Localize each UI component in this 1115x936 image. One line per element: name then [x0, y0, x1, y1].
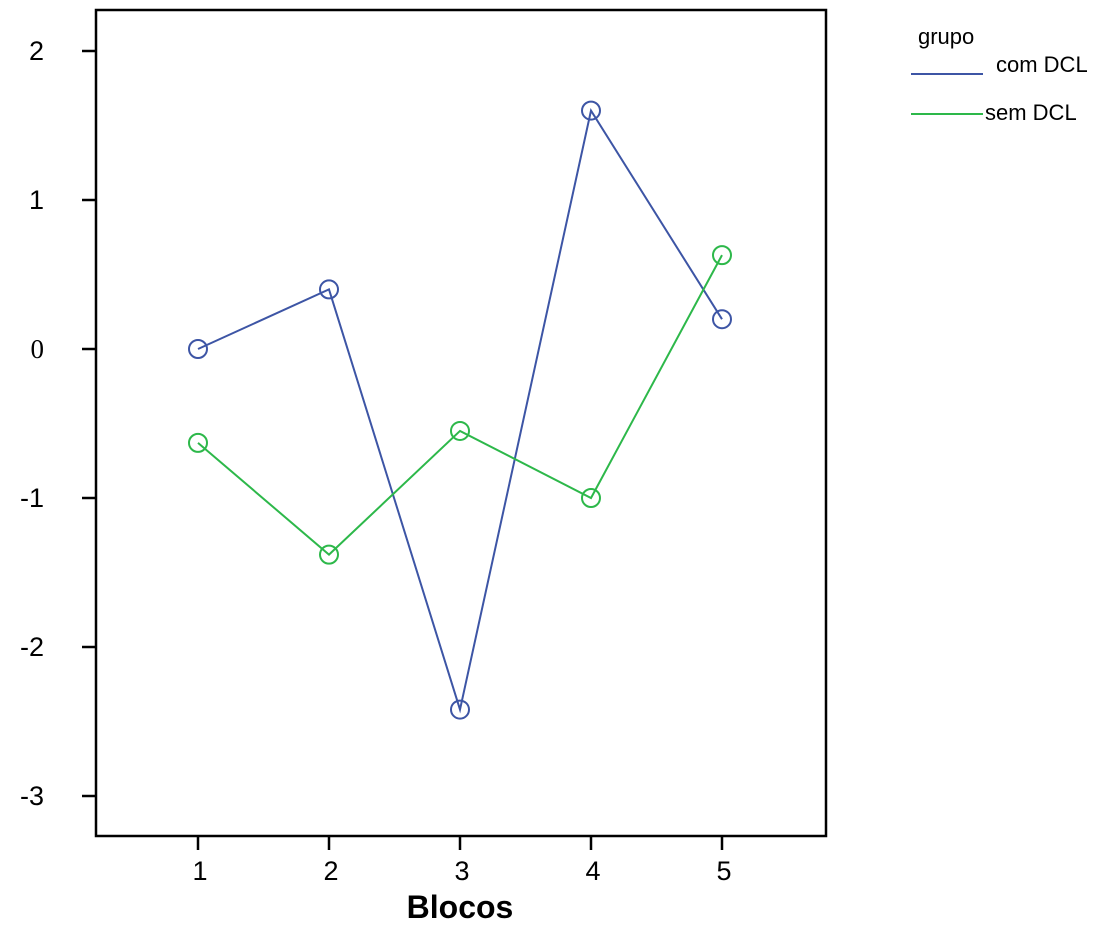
- legend: grupo com DCL sem DCL: [911, 24, 1088, 125]
- data-point: [450, 699, 470, 720]
- series-group: [188, 245, 732, 565]
- y-tick-label: 1: [29, 185, 44, 215]
- series-line: [197, 254, 723, 556]
- x-tick-label: 5: [716, 856, 731, 886]
- x-tick-label: 3: [454, 856, 469, 886]
- x-tick-label: 4: [585, 856, 600, 886]
- x-axis-title: Blocos: [407, 889, 514, 925]
- legend-label: com DCL: [996, 52, 1088, 77]
- x-tick-label: 1: [192, 856, 207, 886]
- data-point: [712, 309, 732, 330]
- data-point: [188, 339, 208, 359]
- data-point: [712, 245, 732, 266]
- y-axis: 2 1 0 -1 -2 -3: [20, 36, 96, 811]
- data-point: [319, 544, 339, 565]
- x-axis: 1 2 3 4 5: [192, 836, 732, 886]
- series-group: [188, 100, 732, 720]
- y-tick-label: 2: [29, 36, 44, 66]
- legend-label: sem DCL: [985, 100, 1077, 125]
- legend-title: grupo: [918, 24, 974, 49]
- data-point: [188, 432, 208, 453]
- y-tick-label: 0: [31, 334, 45, 364]
- data-point: [581, 488, 601, 508]
- series-line: [197, 107, 723, 714]
- x-tick-label: 2: [323, 856, 338, 886]
- y-tick-label: -1: [20, 483, 44, 513]
- y-tick-label: -2: [20, 632, 44, 662]
- series-layer: [188, 100, 732, 720]
- data-point: [319, 279, 339, 300]
- y-tick-label: -3: [20, 781, 44, 811]
- data-point: [581, 100, 601, 121]
- data-point: [450, 420, 470, 441]
